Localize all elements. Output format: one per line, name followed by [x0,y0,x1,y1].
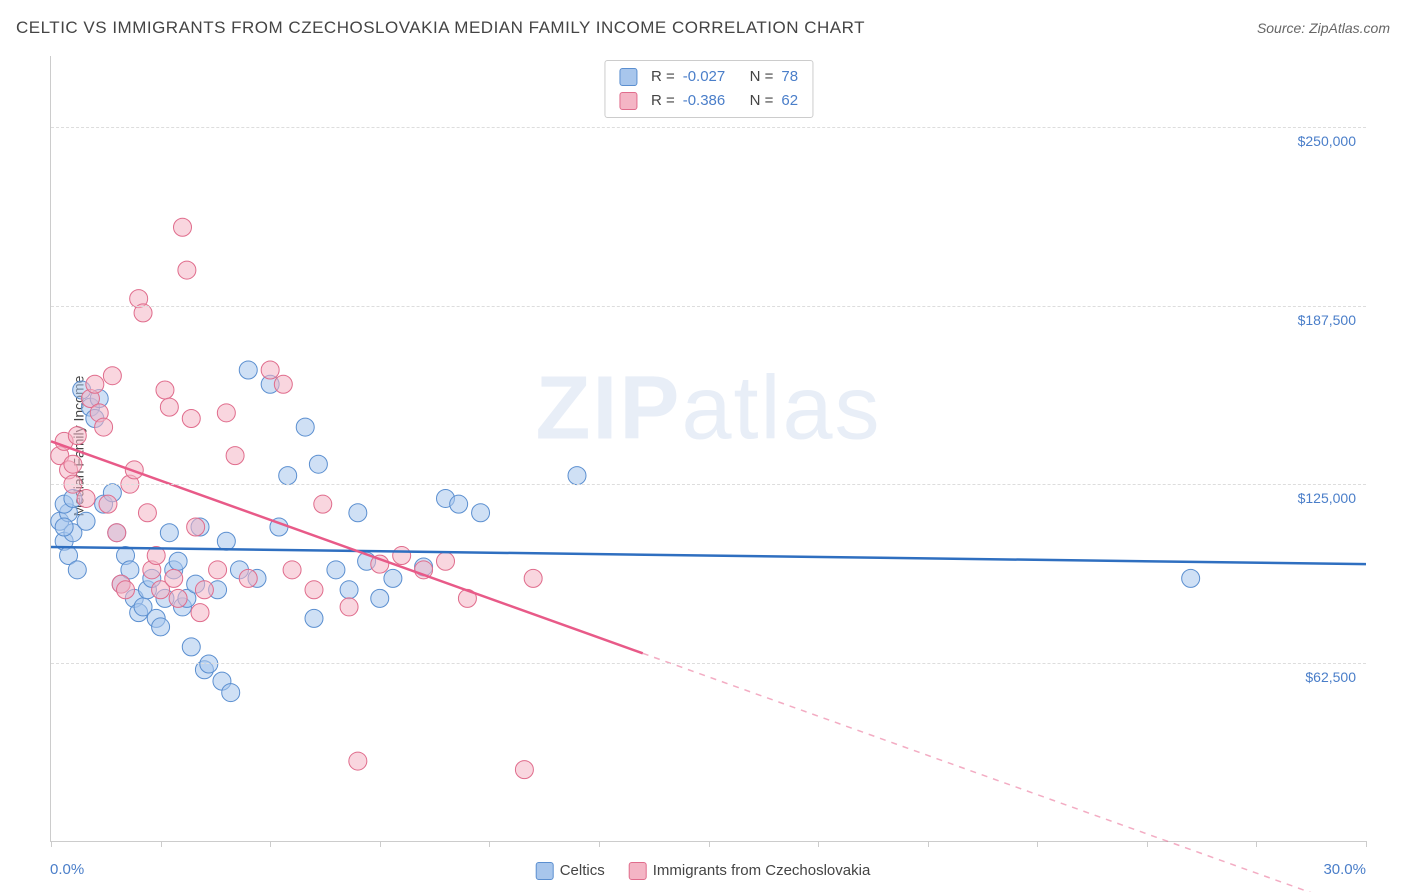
data-point [160,524,178,542]
data-point [384,569,402,587]
legend-swatch-celtics-icon [536,862,554,880]
data-point [261,361,279,379]
data-point [340,581,358,599]
data-point [349,752,367,770]
data-point [195,581,213,599]
data-point [437,552,455,570]
regression-line-extrapolated [643,653,1366,892]
data-point [182,638,200,656]
data-point [103,367,121,385]
data-point [209,561,227,579]
legend-swatch-czech-icon [629,862,647,880]
data-point [95,418,113,436]
data-point [99,495,117,513]
data-point [138,504,156,522]
chart-container: CELTIC VS IMMIGRANTS FROM CZECHOSLOVAKIA… [0,0,1406,892]
x-axis-max-label: 30.0% [1323,861,1366,878]
data-point [305,581,323,599]
correlation-row-2: R = -0.386 N = 62 [619,89,798,113]
data-point [1182,569,1200,587]
y-tick-label: $62,500 [1305,669,1356,685]
data-point [169,552,187,570]
source-credit: Source: ZipAtlas.com [1257,20,1390,36]
data-point [178,261,196,279]
data-point [296,418,314,436]
y-tick-label: $125,000 [1298,490,1356,506]
plot-area: ZIPatlas R = -0.027 N = 78 R = -0.386 N … [50,56,1366,842]
correlation-legend: R = -0.027 N = 78 R = -0.386 N = 62 [604,60,813,118]
data-point [274,375,292,393]
data-point [283,561,301,579]
data-point [174,218,192,236]
data-point [55,518,73,536]
data-point [371,589,389,607]
legend-item-celtics: Celtics [536,862,605,880]
data-point [217,532,235,550]
legend-swatch-czech [619,92,637,110]
data-point [568,467,586,485]
data-point [165,569,183,587]
regression-line [51,547,1366,564]
title-bar: CELTIC VS IMMIGRANTS FROM CZECHOSLOVAKIA… [16,18,1390,38]
data-point [169,589,187,607]
data-point [77,512,95,530]
data-point [393,547,411,565]
data-point [305,609,323,627]
data-point [68,427,86,445]
data-point [450,495,468,513]
data-point [472,504,490,522]
data-point [349,504,367,522]
data-point [524,569,542,587]
data-point [226,447,244,465]
data-point [222,684,240,702]
data-point [77,489,95,507]
data-point [200,655,218,673]
data-point [64,455,82,473]
correlation-row-1: R = -0.027 N = 78 [619,65,798,89]
data-point [340,598,358,616]
data-point [160,398,178,416]
data-point [327,561,345,579]
data-point [309,455,327,473]
data-point [239,361,257,379]
data-point [156,381,174,399]
data-point [239,569,257,587]
scatter-svg [51,56,1366,841]
legend-item-czech: Immigrants from Czechoslovakia [629,862,871,880]
data-point [217,404,235,422]
data-point [515,761,533,779]
data-point [152,618,170,636]
y-tick-label: $250,000 [1298,133,1356,149]
y-tick-label: $187,500 [1298,312,1356,328]
series-legend: Celtics Immigrants from Czechoslovakia [536,862,871,880]
chart-title: CELTIC VS IMMIGRANTS FROM CZECHOSLOVAKIA… [16,18,865,38]
data-point [191,604,209,622]
data-point [86,375,104,393]
legend-swatch-celtics [619,68,637,86]
data-point [117,581,135,599]
data-point [108,524,126,542]
data-point [279,467,297,485]
data-point [314,495,332,513]
data-point [182,410,200,428]
data-point [68,561,86,579]
data-point [187,518,205,536]
x-axis-min-label: 0.0% [50,861,84,878]
